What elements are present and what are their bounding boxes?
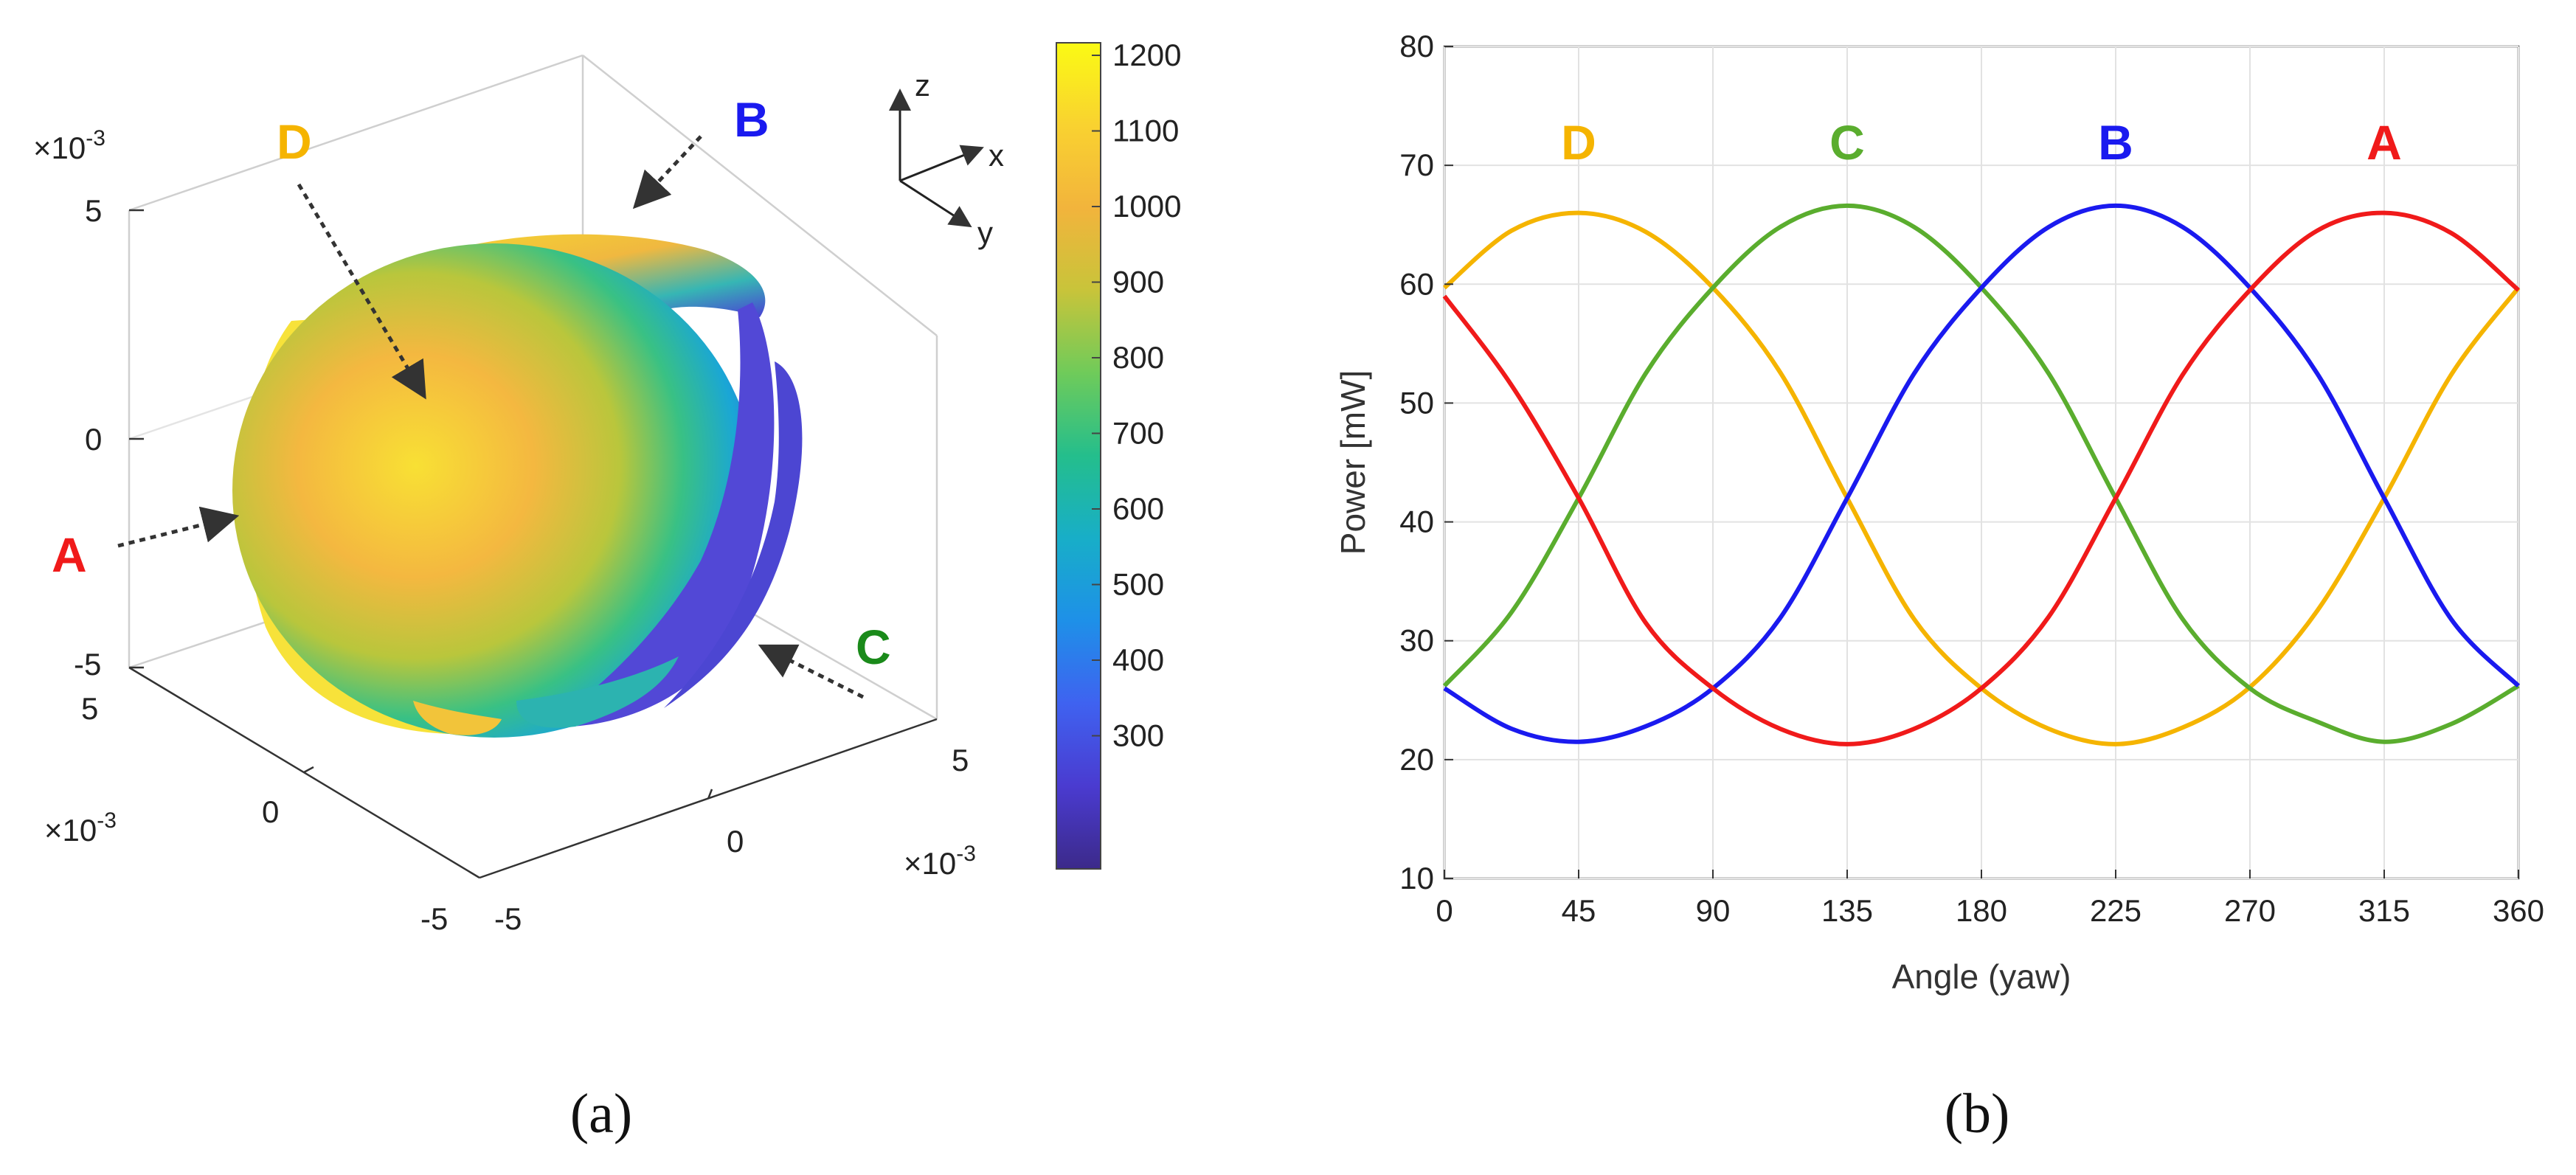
- colorbar-ticks: 1200 1100 1000 900 800 700 600 500 400 300: [1092, 38, 1181, 753]
- y-tick-0: 0: [262, 794, 279, 829]
- colorbar-tick-label: 1000: [1112, 189, 1181, 223]
- series-line-a: [1442, 210, 2520, 746]
- y-tick-labels: 10 20 30 40 50 60 70 80: [1399, 29, 1453, 895]
- colorbar-tick-label: 1200: [1112, 38, 1181, 72]
- colorbar-tick-label: 800: [1112, 340, 1164, 375]
- y-tick-label: 70: [1399, 148, 1434, 182]
- caption-b: (b): [1945, 1083, 2010, 1145]
- series-label-c: C: [1829, 115, 1865, 170]
- y-tick-neg5: -5: [420, 901, 448, 936]
- y-axis-label: Power [mW]: [1334, 370, 1372, 555]
- x-tick-neg5: -5: [494, 901, 522, 936]
- arrow-d: [297, 183, 426, 400]
- z-exponent: ×10-3: [33, 126, 105, 165]
- y-tick-label: 40: [1399, 505, 1434, 539]
- label-a: A: [52, 527, 87, 582]
- label-c: C: [856, 620, 891, 674]
- triad-x-label: x: [988, 138, 1004, 173]
- x-tick-label: 45: [1562, 893, 1596, 928]
- pointer-arrows: [117, 135, 865, 699]
- y-tick-5: 5: [81, 691, 98, 726]
- z-tick-5: 5: [85, 193, 102, 228]
- z-tick-0: 0: [85, 422, 102, 457]
- x-tick-0: 0: [727, 824, 744, 859]
- x-tick-label: 90: [1696, 893, 1731, 928]
- y-exponent: ×10-3: [44, 808, 117, 848]
- z-tick-neg5: -5: [74, 647, 101, 682]
- arrow-c: [758, 644, 865, 699]
- y-tick-label: 10: [1399, 861, 1434, 895]
- x-axis-label: Angle (yaw): [1892, 957, 2071, 996]
- axis-triad: [889, 89, 984, 228]
- x-tick-5: 5: [952, 743, 969, 777]
- colorbar-tick-label: 300: [1112, 718, 1164, 753]
- y-tick-label: 50: [1399, 385, 1434, 420]
- x-tick-label: 360: [2493, 893, 2544, 928]
- arrow-b: [632, 135, 702, 209]
- caption-a: (a): [570, 1083, 632, 1145]
- colorbar-tick-label: 900: [1112, 265, 1164, 299]
- colorbar-tick-label: 1100: [1112, 114, 1179, 148]
- label-d: D: [277, 114, 312, 169]
- x-tick-label: 270: [2224, 893, 2276, 928]
- y-tick-label: 20: [1399, 742, 1434, 777]
- series-line-b: [1443, 203, 2521, 744]
- label-b: B: [734, 92, 769, 147]
- arrow-a: [117, 506, 240, 548]
- series-label-d: D: [1561, 115, 1596, 170]
- x-tick-label: 315: [2358, 893, 2410, 928]
- x-exponent: ×10-3: [904, 842, 976, 881]
- series-lines: [1442, 203, 2521, 746]
- series-label-a: A: [2366, 115, 2402, 170]
- colorbar-tick-label: 700: [1112, 416, 1164, 451]
- series-label-b: B: [2098, 115, 2133, 170]
- y-tick-label: 60: [1399, 266, 1434, 301]
- x-tick-label: 180: [1956, 893, 2007, 928]
- x-tick-label: 225: [2090, 893, 2142, 928]
- x-tick-labels: 0 45 90 135 180 225 270 315 360: [1436, 870, 2544, 928]
- x-tick-label: 135: [1821, 893, 1873, 928]
- y-tick-label: 30: [1399, 623, 1434, 658]
- x-tick-label: 0: [1436, 893, 1453, 928]
- panel-a: A B C D ×10-3 5 0 -5 5 ×10-3 0 -5 -5 0 5…: [33, 38, 1181, 936]
- sphere-surface: [232, 234, 803, 738]
- colorbar-tick-label: 600: [1112, 491, 1164, 526]
- triad-z-label: z: [915, 68, 930, 103]
- 3d-front-axes: [128, 209, 938, 879]
- colorbar-tick-label: 400: [1112, 642, 1164, 677]
- grid: [1444, 46, 2519, 879]
- colorbar-fill: [1056, 42, 1101, 870]
- colorbar-tick-label: 500: [1112, 567, 1164, 602]
- triad-y-label: y: [977, 215, 993, 250]
- panel-b: 0 45 90 135 180 225 270 315 360 10 20 30 40 50 60 70 80…: [1334, 29, 2544, 996]
- y-tick-label: 80: [1399, 29, 1434, 63]
- colorbar: 1200 1100 1000 900 800 700 600 500 400 300: [1056, 38, 1181, 870]
